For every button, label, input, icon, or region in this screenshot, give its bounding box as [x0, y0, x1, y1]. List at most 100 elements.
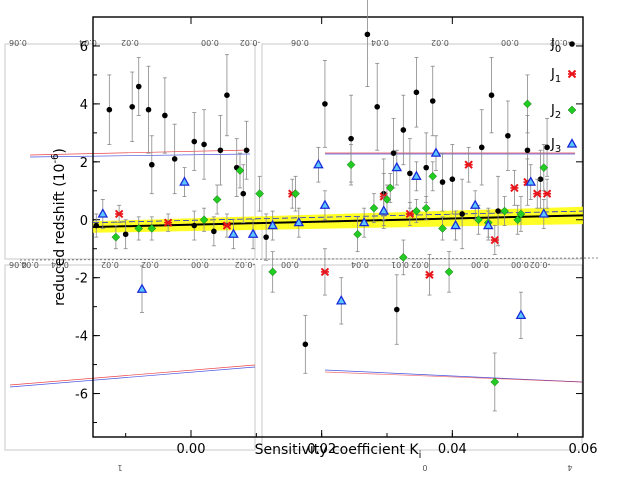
- ghost-label: -0.02: [240, 38, 261, 47]
- data-point-j1: [320, 267, 330, 277]
- data-point-j2: [474, 215, 483, 225]
- data-point-j2: [523, 99, 532, 109]
- data-point-j2: [346, 160, 356, 170]
- legend-label: J2: [550, 103, 561, 121]
- x-axis-title: Sensitivity coefficient Ki: [255, 442, 422, 461]
- data-point-j0: [524, 147, 531, 154]
- ghost-dotted-line: [19, 257, 601, 261]
- data-point-j1: [222, 221, 232, 230]
- data-point-j3: [411, 170, 422, 180]
- data-point-j0: [93, 222, 100, 229]
- data-point-j0: [243, 147, 250, 154]
- data-point-j2: [398, 253, 408, 262]
- legend-label-main: J: [550, 103, 555, 118]
- y-tick-label: -2: [75, 272, 88, 287]
- data-point-j2: [147, 224, 157, 233]
- data-point-j0: [439, 179, 446, 185]
- legend-marker-j3: [566, 138, 578, 148]
- data-point-j0: [263, 234, 269, 240]
- ghost-label: 0.06: [9, 260, 27, 269]
- data-point-j1: [163, 218, 173, 227]
- data-point-j0: [495, 208, 501, 214]
- x-axis-title-text: Sensitivity coefficient K: [255, 442, 420, 458]
- y-axis-title-text: reduced redshift (10: [52, 164, 68, 306]
- data-point-j0: [374, 103, 381, 110]
- ghost-label: 0.00: [501, 38, 519, 47]
- data-point-j0: [135, 83, 142, 90]
- data-point-j0: [145, 106, 152, 113]
- data-point-j0: [407, 170, 413, 177]
- data-point-j1: [510, 183, 519, 193]
- y-tick-label: 4: [80, 98, 88, 113]
- data-point-j1: [490, 235, 500, 245]
- ghost-label: 0.00: [471, 260, 489, 269]
- ghost-label: 0: [422, 463, 427, 472]
- ghost-label: 0.04: [21, 260, 39, 269]
- legend-marker-j1: [567, 69, 577, 79]
- data-point-j0: [162, 112, 168, 119]
- legend-label-main: J: [550, 137, 555, 152]
- data-point-j2: [268, 267, 278, 277]
- data-point-j2: [235, 166, 245, 175]
- ghost-label: 0.02: [431, 38, 449, 47]
- ghost-fit-blue-tl: [29, 153, 251, 158]
- ghost-panel-bottom-right: [261, 264, 583, 451]
- data-point-j0: [224, 92, 230, 99]
- ghost-label: 0.00: [201, 38, 219, 47]
- legend-label-sub: 3: [555, 144, 561, 155]
- data-point-j2: [369, 203, 379, 213]
- ghost-label: 4: [567, 463, 572, 472]
- data-point-j3: [515, 309, 527, 319]
- data-point-j3: [247, 228, 259, 238]
- data-point-j0: [348, 135, 354, 142]
- data-point-j3: [267, 219, 278, 230]
- y-axis-title-group: reduced redshift (10-6): [50, 148, 68, 306]
- ghost-panel-top-right: [261, 43, 583, 260]
- ghost-label: 0.04: [51, 260, 69, 269]
- data-point-j0: [322, 101, 328, 107]
- fit-line-dashed: [92, 210, 584, 224]
- ghost-fit-red-tl: [29, 149, 251, 156]
- ghost-label: 0.06: [291, 38, 309, 47]
- data-point-j2: [490, 377, 500, 387]
- data-point-j3: [179, 176, 190, 186]
- legend-label-sub: 2: [555, 110, 561, 121]
- ghost-label: 0.04: [79, 38, 97, 47]
- data-point-j0: [423, 164, 430, 171]
- data-point-j2: [353, 229, 362, 239]
- ghost-label: 0.06: [9, 38, 27, 47]
- ghost-panel-bottom-left: [4, 264, 256, 451]
- legend-label-main: J: [550, 67, 555, 82]
- data-point-j0: [505, 132, 511, 139]
- data-point-j0: [191, 138, 198, 145]
- ghost-fit-blue-bl: [9, 366, 256, 388]
- data-point-j3: [378, 205, 390, 215]
- y-tick-label: 6: [80, 40, 88, 55]
- y-tick-label: -4: [75, 330, 88, 345]
- data-point-j0: [191, 222, 198, 229]
- data-point-j0: [211, 228, 217, 235]
- ghost-label: 0.02: [101, 260, 119, 269]
- x-axis-title-subscript: i: [419, 450, 422, 461]
- legend-label-main: J: [550, 37, 555, 52]
- data-point-j0: [240, 190, 247, 197]
- ghost-panels: 0.06 0.04 0.02 0.00 -0.020.04 0.02 0.00 -0.020.…: [4, 38, 601, 472]
- data-point-j0: [171, 156, 178, 162]
- data-point-j3: [482, 219, 494, 230]
- data-point-j2: [111, 232, 121, 242]
- data-point-j0: [106, 106, 113, 113]
- legend-label: J3: [550, 137, 561, 155]
- data-point-j0: [364, 31, 371, 38]
- x-tick-label: 0.00: [177, 442, 206, 457]
- data-point-j1: [425, 270, 434, 280]
- data-point-j3: [358, 216, 370, 227]
- data-point-j2: [255, 189, 264, 199]
- legend-marker-j2: [567, 105, 577, 115]
- ghost-label: 0.00: [281, 260, 299, 269]
- y-tick-label: -6: [75, 388, 88, 403]
- data-point-j2: [421, 203, 431, 213]
- data-point-j2: [212, 195, 222, 204]
- data-point-j3: [335, 295, 347, 305]
